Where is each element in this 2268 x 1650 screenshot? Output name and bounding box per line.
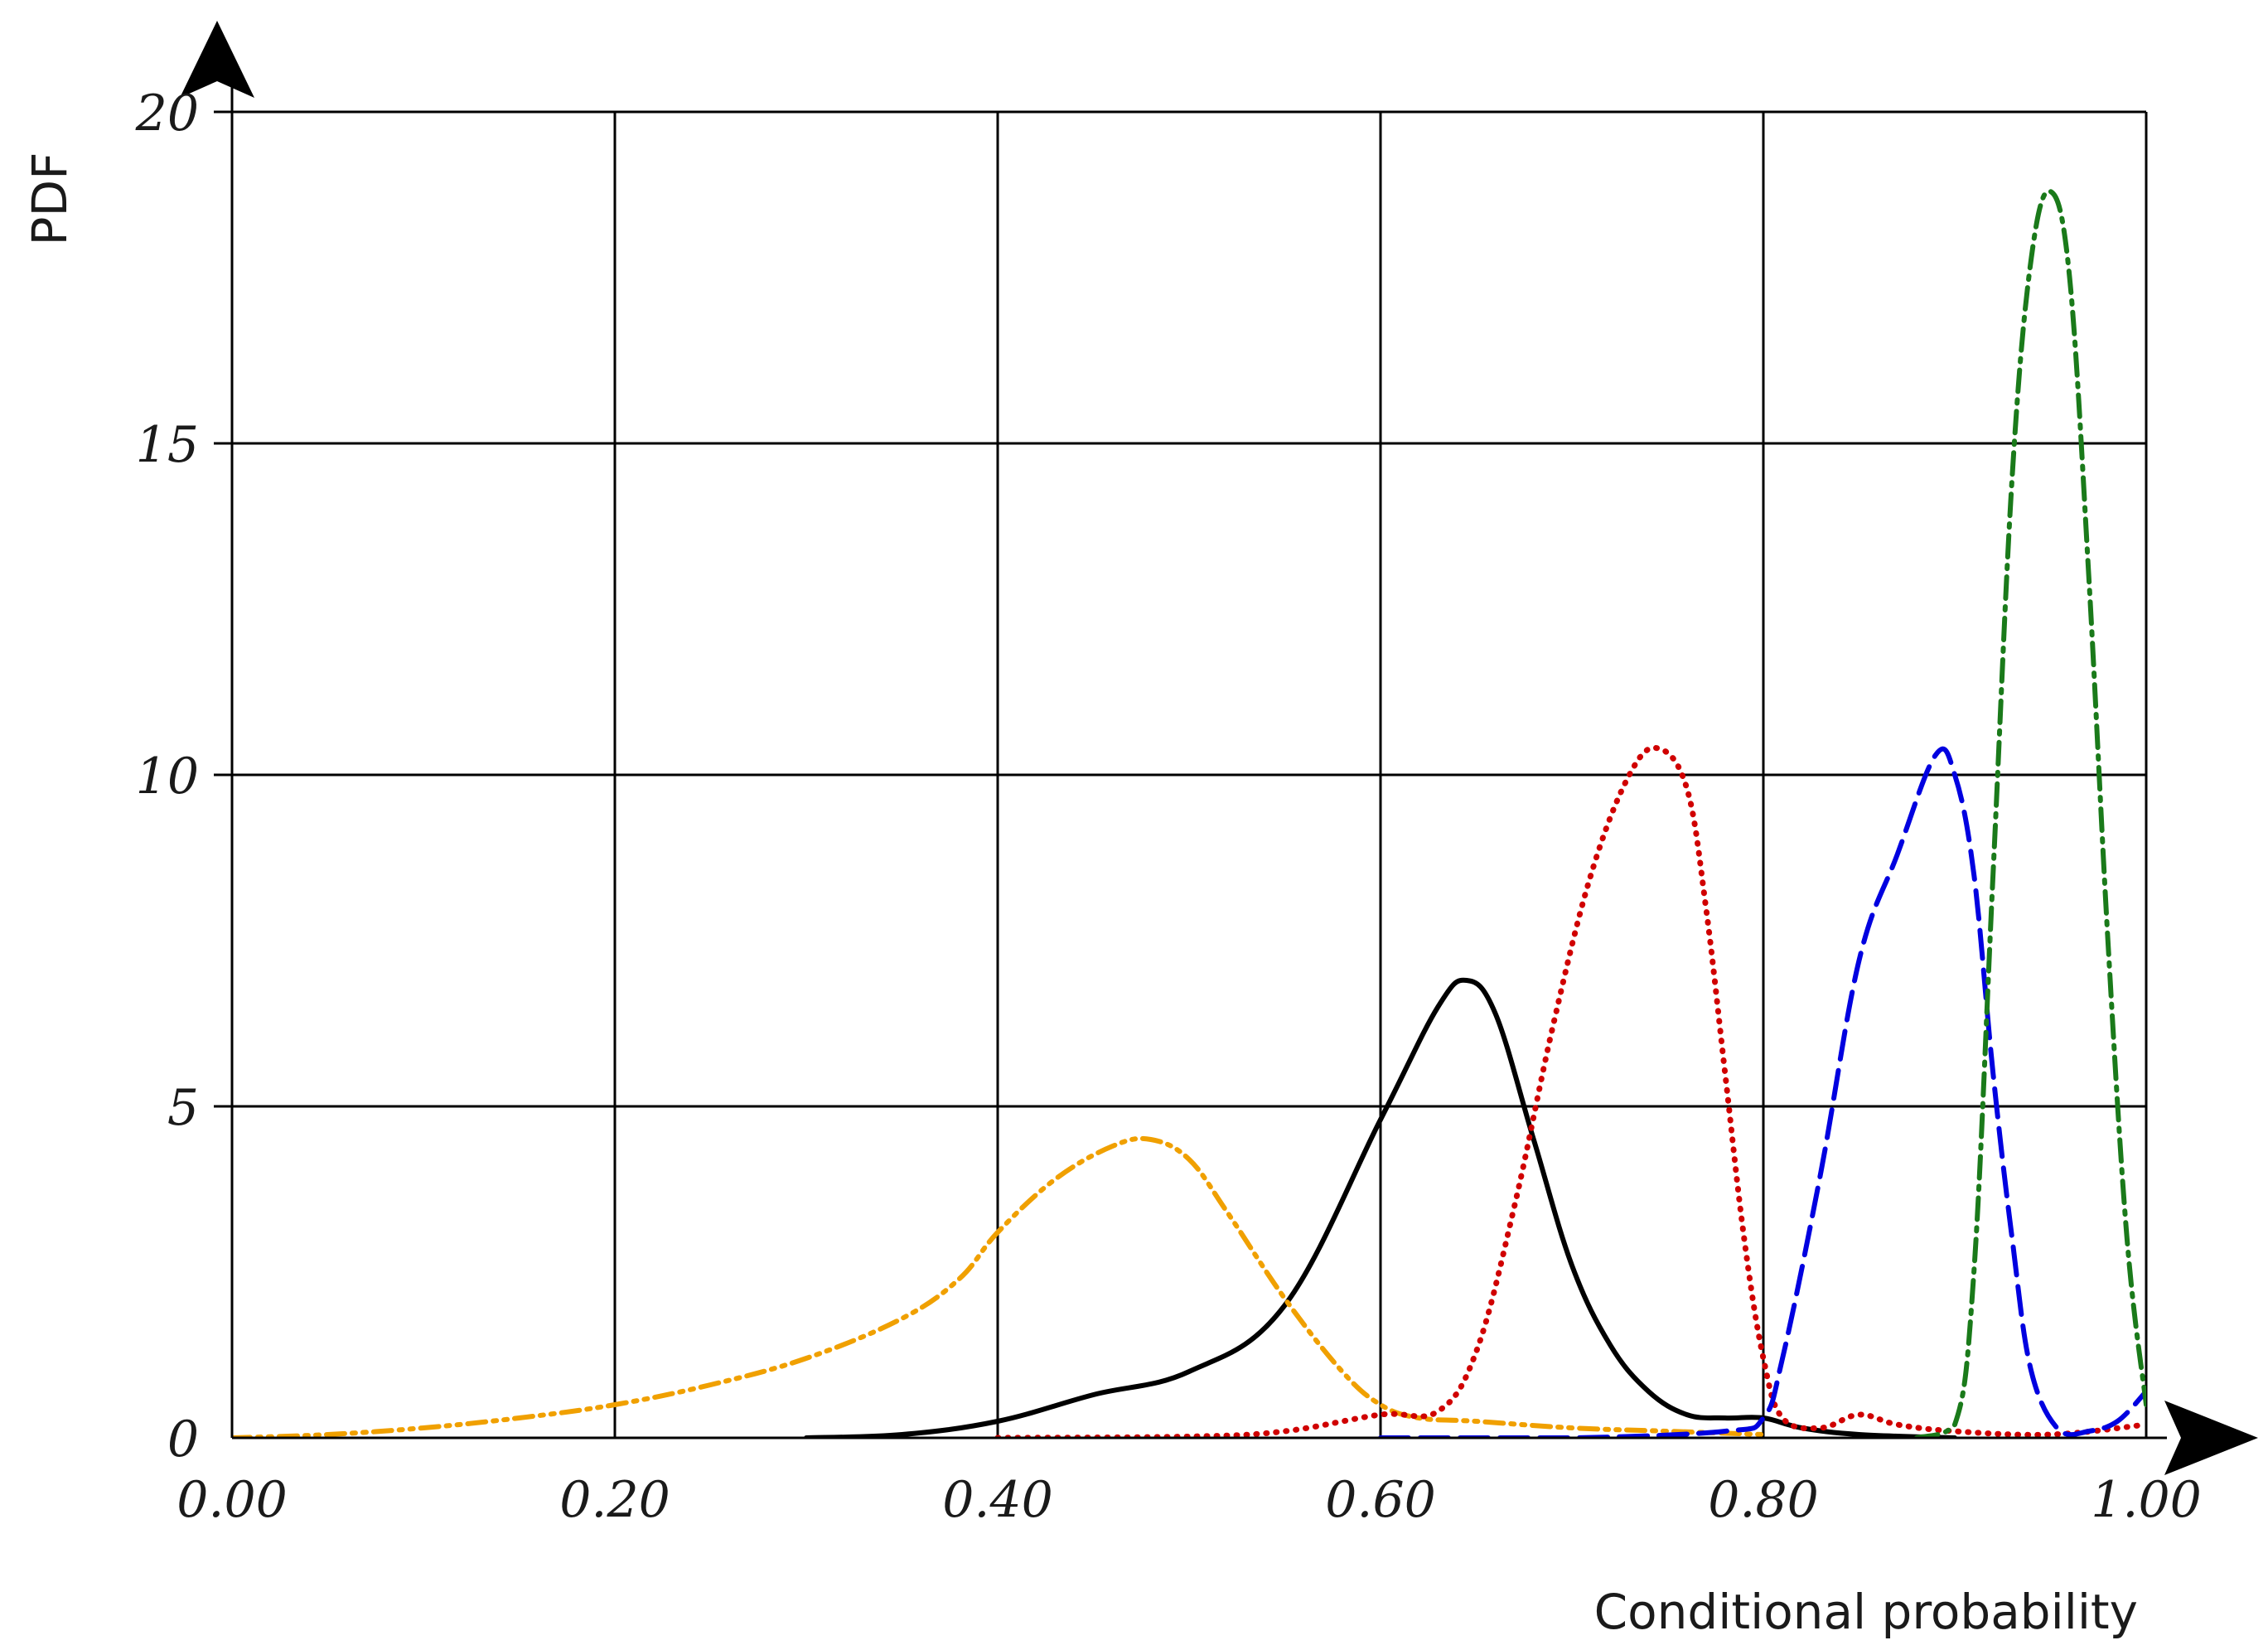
tick-labels: 0.00 0.20 0.40 0.60 0.80 1.00 0 5 10 15 20 bbox=[135, 85, 2202, 1529]
series-line-4 bbox=[1378, 746, 2146, 1438]
series-group bbox=[232, 188, 2146, 1438]
x-axis-title: Conditional probability bbox=[1594, 1584, 2138, 1640]
y-axis-title: PDF bbox=[22, 152, 78, 246]
x-axis-arrow-icon bbox=[2164, 1401, 2258, 1475]
series-line-5 bbox=[1913, 188, 2146, 1438]
series-line-1 bbox=[804, 977, 1957, 1438]
series-line-3 bbox=[994, 744, 2146, 1438]
y-tick-label: 5 bbox=[167, 1079, 199, 1137]
x-tick-label: 0.20 bbox=[559, 1471, 670, 1529]
grid bbox=[214, 110, 2148, 1438]
y-tick-label: 15 bbox=[136, 416, 199, 474]
x-tick-label: 0.40 bbox=[942, 1471, 1053, 1529]
y-axis-arrow-icon bbox=[180, 21, 254, 98]
y-tick-label: 10 bbox=[136, 748, 199, 806]
x-tick-label: 0.80 bbox=[1708, 1471, 1819, 1529]
axes bbox=[180, 21, 2258, 1475]
x-tick-label: 1.00 bbox=[2091, 1471, 2202, 1529]
series-line-2 bbox=[232, 1135, 1766, 1438]
y-tick-label: 20 bbox=[135, 85, 199, 143]
y-tick-label: 0 bbox=[167, 1410, 199, 1469]
x-tick-label: 0.60 bbox=[1325, 1471, 1436, 1529]
x-tick-label: 0.00 bbox=[177, 1471, 288, 1529]
